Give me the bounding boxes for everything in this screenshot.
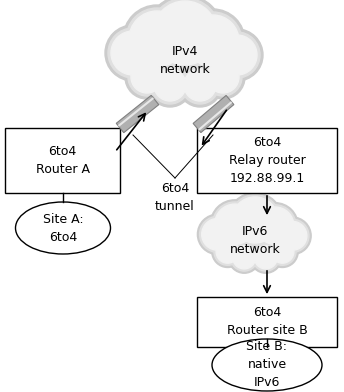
Text: 6to4
Router site B: 6to4 Router site B — [227, 307, 308, 338]
Circle shape — [128, 58, 166, 96]
Circle shape — [207, 61, 239, 93]
Bar — [5, 128, 120, 193]
Circle shape — [215, 204, 255, 245]
Circle shape — [217, 35, 257, 75]
Circle shape — [129, 11, 185, 67]
Circle shape — [126, 8, 188, 70]
Circle shape — [213, 202, 257, 247]
Circle shape — [211, 200, 259, 249]
Ellipse shape — [15, 202, 110, 254]
Circle shape — [233, 246, 256, 269]
Circle shape — [147, 0, 223, 71]
Circle shape — [228, 241, 260, 273]
Circle shape — [184, 12, 242, 70]
Circle shape — [250, 241, 282, 273]
Ellipse shape — [212, 339, 322, 391]
Polygon shape — [193, 95, 234, 132]
Circle shape — [125, 55, 169, 99]
Circle shape — [274, 217, 311, 254]
Circle shape — [267, 236, 298, 267]
Bar — [197, 297, 337, 347]
Circle shape — [214, 238, 241, 265]
Circle shape — [204, 58, 242, 96]
Polygon shape — [116, 95, 159, 132]
Circle shape — [278, 221, 307, 250]
Circle shape — [269, 238, 296, 265]
Text: Site A:
6to4: Site A: 6to4 — [43, 212, 83, 243]
Circle shape — [214, 32, 260, 78]
Text: Site B:
native
IPv6: Site B: native IPv6 — [247, 341, 288, 390]
Text: 6to4
Router A: 6to4 Router A — [35, 145, 89, 176]
Circle shape — [148, 63, 192, 107]
Circle shape — [105, 25, 161, 81]
Text: IPv4
network: IPv4 network — [160, 45, 211, 76]
Circle shape — [230, 195, 280, 245]
Polygon shape — [198, 101, 232, 131]
Circle shape — [153, 1, 217, 65]
Circle shape — [108, 28, 158, 78]
Circle shape — [271, 240, 294, 263]
Circle shape — [216, 240, 239, 263]
Circle shape — [131, 61, 163, 93]
Circle shape — [151, 66, 189, 104]
Circle shape — [187, 15, 239, 67]
Circle shape — [230, 244, 258, 271]
Circle shape — [201, 55, 245, 99]
Circle shape — [181, 66, 219, 104]
Circle shape — [154, 69, 186, 101]
Circle shape — [202, 218, 233, 250]
Circle shape — [228, 192, 282, 247]
Circle shape — [111, 31, 155, 75]
Circle shape — [197, 214, 238, 254]
Circle shape — [211, 29, 263, 81]
Circle shape — [276, 219, 309, 252]
Circle shape — [256, 207, 294, 245]
Circle shape — [123, 5, 191, 73]
Polygon shape — [118, 97, 154, 127]
Circle shape — [254, 246, 277, 269]
Text: IPv6
network: IPv6 network — [230, 225, 280, 256]
Bar — [197, 128, 337, 193]
Circle shape — [252, 244, 279, 271]
Circle shape — [150, 0, 220, 68]
Text: 6to4
tunnel: 6to4 tunnel — [155, 182, 195, 213]
Circle shape — [181, 9, 245, 73]
Circle shape — [254, 205, 296, 247]
Circle shape — [178, 63, 222, 107]
Circle shape — [184, 69, 216, 101]
Circle shape — [212, 236, 244, 267]
Circle shape — [252, 203, 298, 249]
Text: 6to4
Relay router
192.88.99.1: 6to4 Relay router 192.88.99.1 — [229, 136, 305, 185]
Circle shape — [200, 216, 236, 252]
Circle shape — [232, 197, 278, 243]
